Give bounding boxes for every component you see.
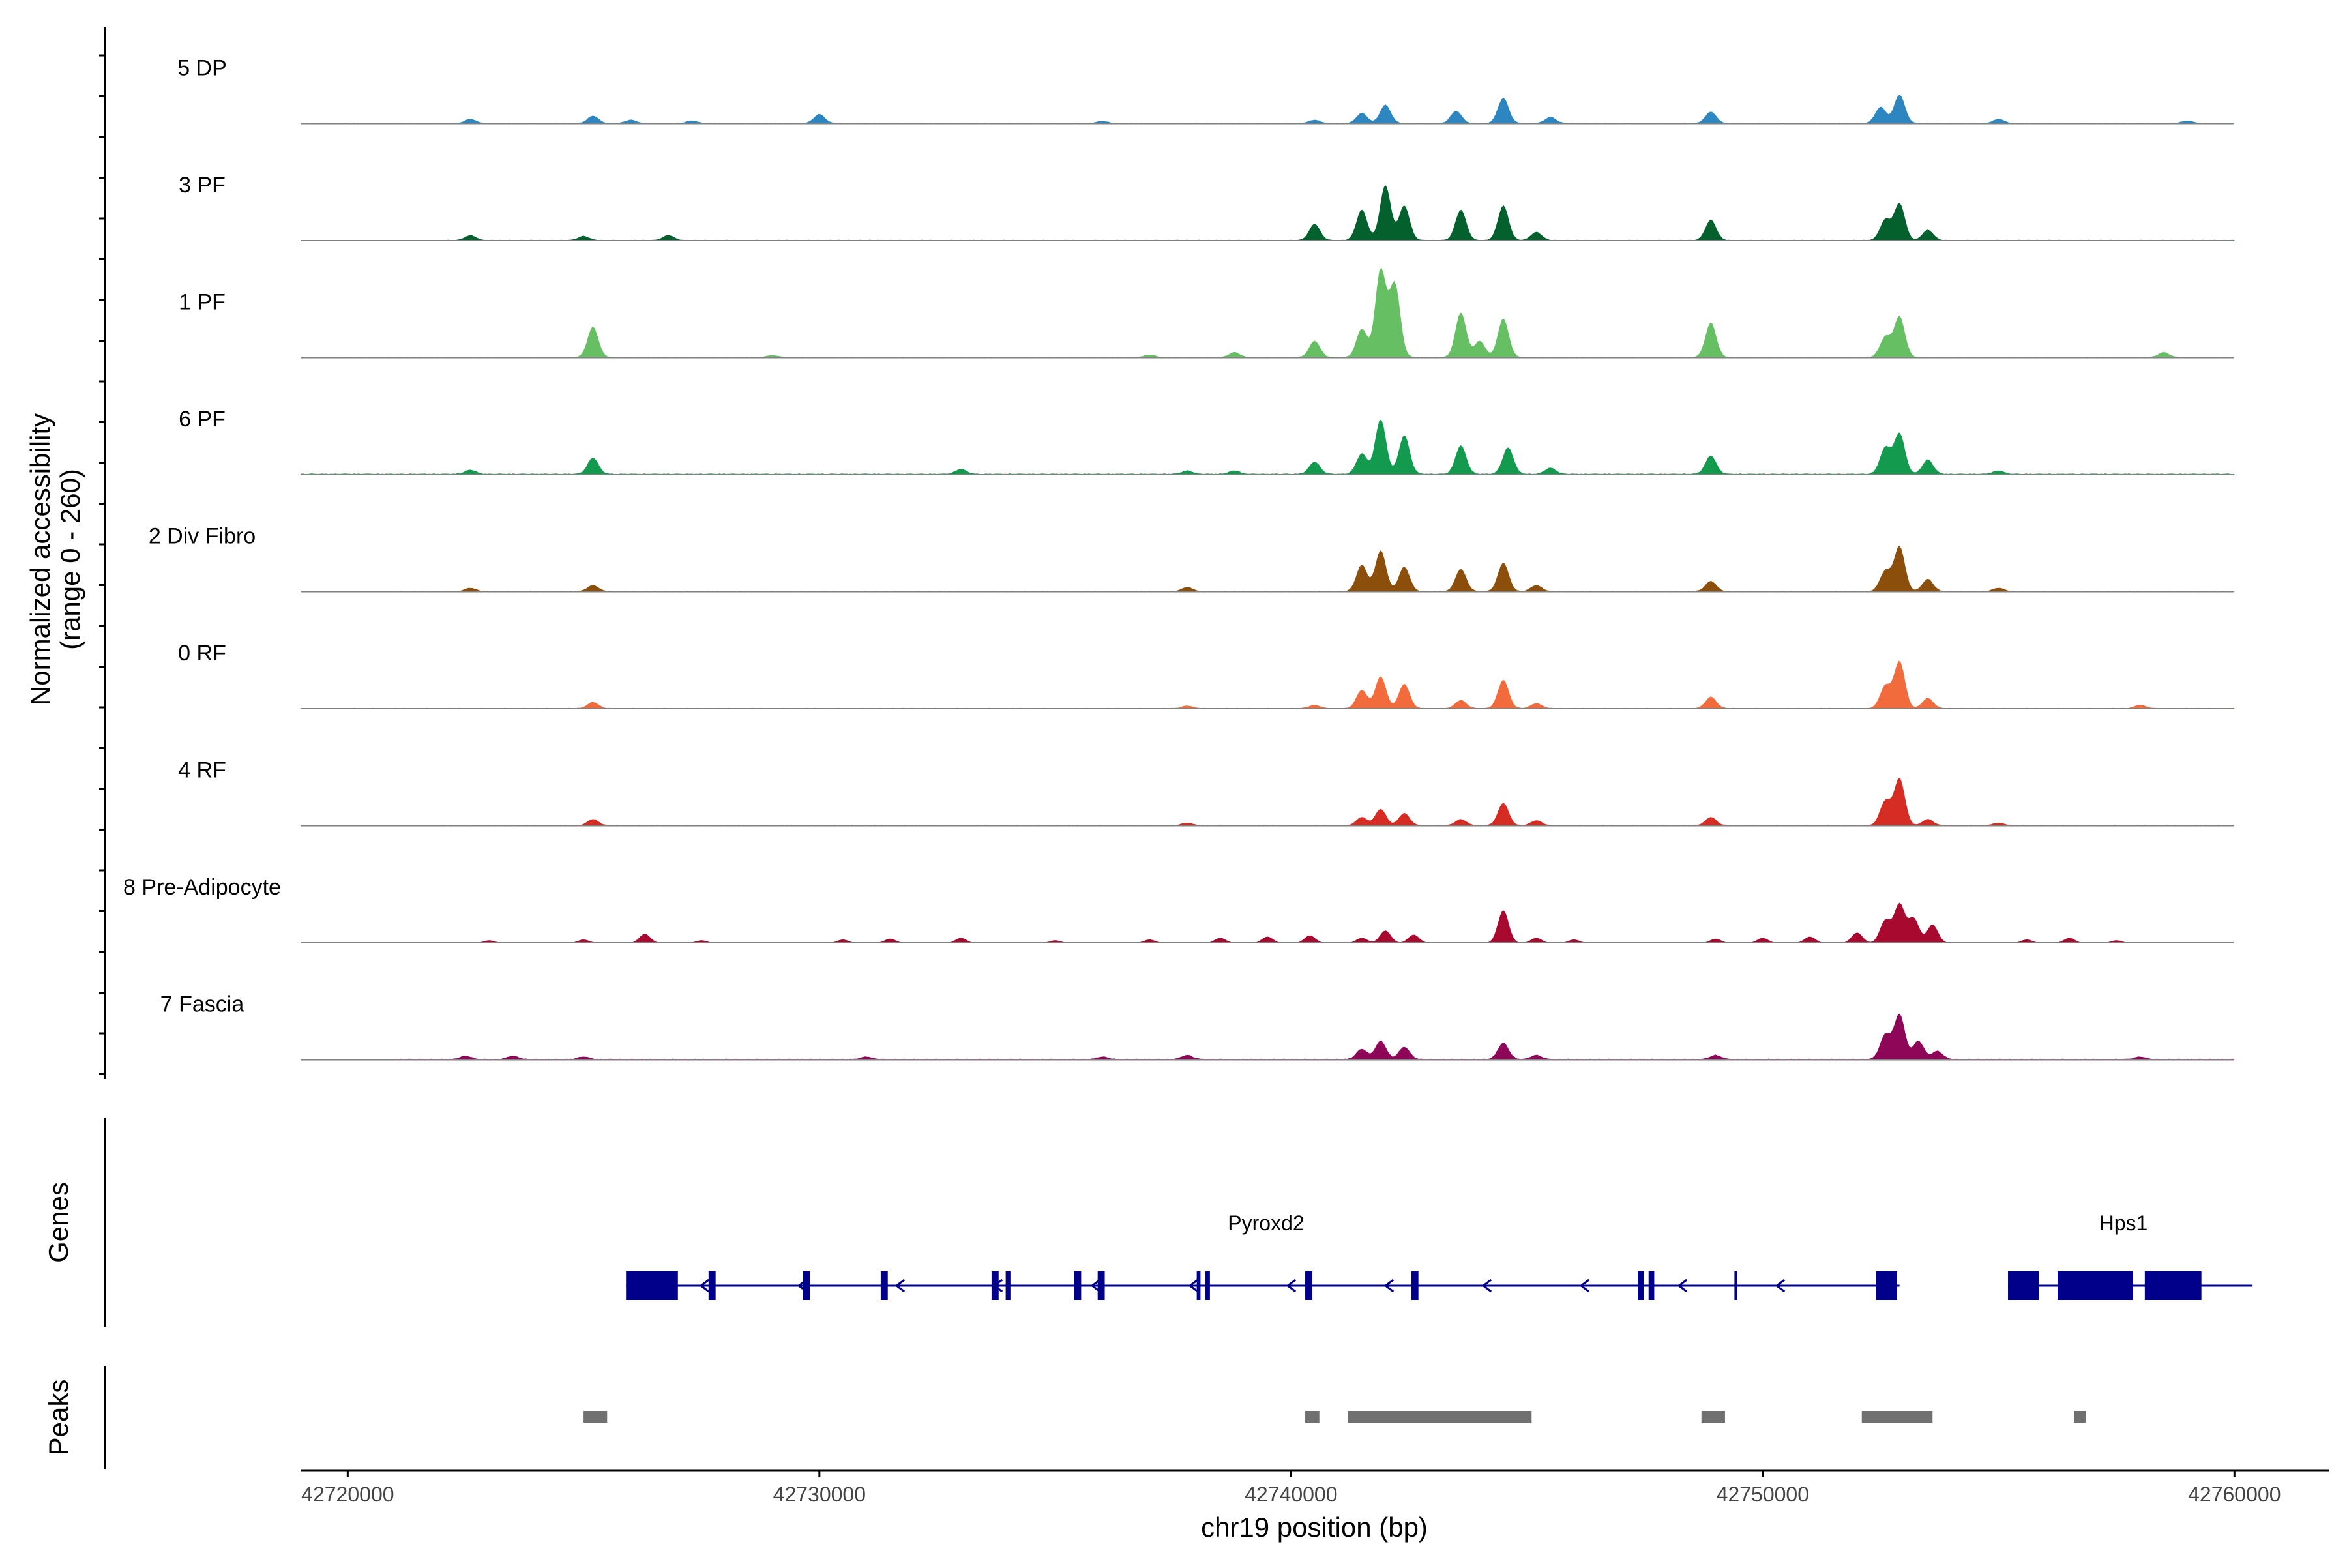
gene-exon [2144, 1271, 2202, 1300]
peak-region [1348, 1411, 1532, 1423]
x-tick-label: 42740000 [1245, 1483, 1337, 1506]
coverage-area-series [301, 419, 2235, 475]
gene-exon [1074, 1271, 1082, 1300]
gene-exon [2057, 1271, 2133, 1300]
y-axis-range-label: (range 0 - 260) [55, 469, 85, 650]
x-tick-label: 42760000 [2188, 1483, 2281, 1506]
gene-model: Pyroxd2 [626, 1211, 1900, 1300]
coverage-area-series [442, 778, 2235, 826]
gene-exon [803, 1271, 810, 1300]
coverage-track: 6 PF [179, 407, 2235, 475]
gene-exon [1734, 1271, 1737, 1300]
x-axis-ticks: 42720000 42730000 42740000 42750000 42760000 [301, 1470, 2281, 1506]
gene-exon [708, 1271, 716, 1300]
peak-region [1861, 1411, 1933, 1423]
coverage-area-series [347, 660, 2235, 709]
coverage-track: 5 DP [177, 56, 2235, 125]
track-label: 5 DP [177, 56, 227, 81]
strand-chevron [1579, 1279, 1590, 1293]
x-tick-label: 42730000 [773, 1483, 866, 1506]
strand-chevron [1188, 1279, 1199, 1293]
gene-exon [991, 1271, 999, 1300]
coverage-area-series [442, 185, 2235, 241]
strand-chevron [1286, 1279, 1297, 1293]
coverage-area-series [394, 902, 2140, 943]
strand-chevron [1481, 1279, 1492, 1293]
gene-exon [1638, 1271, 1644, 1300]
x-tick-label: 42750000 [1717, 1483, 1809, 1506]
track-label: 3 PF [179, 173, 226, 198]
coverage-y-ticks [99, 54, 105, 1075]
track-label: 2 Div Fibro [149, 524, 256, 549]
coverage-track: 3 PF [179, 173, 2235, 241]
peak-region [583, 1411, 608, 1423]
coverage-tracks: 5 DP 3 PF 1 PF 6 PF 2 Div Fibro 0 RF 4 RF 8 Pre… [123, 56, 2235, 1061]
coverage-track: 1 PF [179, 267, 2235, 359]
gene-model: Hps1 [2008, 1211, 2253, 1300]
track-label: 1 PF [179, 290, 226, 315]
coverage-track: 4 RF [178, 758, 2235, 827]
gene-annotation-track: Pyroxd2 Hps1 [626, 1211, 2253, 1300]
gene-exon [1196, 1271, 1201, 1300]
peaks-track [583, 1411, 2086, 1423]
peaks-panel-title: Peaks [43, 1380, 74, 1456]
coverage-area-series [301, 95, 2235, 124]
gene-label: Pyroxd2 [1228, 1211, 1304, 1235]
peak-region [1305, 1411, 1320, 1423]
strand-chevron [1383, 1279, 1395, 1293]
gene-exon [1411, 1271, 1419, 1300]
gene-exon [1648, 1271, 1655, 1300]
strand-chevron [1677, 1279, 1688, 1293]
track-label: 8 Pre-Adipocyte [123, 875, 281, 900]
gene-exon [626, 1271, 678, 1300]
gene-label: Hps1 [2099, 1211, 2148, 1235]
gene-exon [1205, 1271, 1210, 1300]
coverage-area-series [394, 545, 2235, 592]
x-tick-label: 42720000 [301, 1483, 394, 1506]
genes-panel-title: Genes [43, 1182, 74, 1263]
gene-exon [1305, 1271, 1312, 1300]
track-label: 0 RF [178, 641, 226, 666]
gene-exon [1005, 1271, 1011, 1300]
coverage-track: 7 Fascia [160, 992, 2235, 1061]
y-axis-title: Normalized accessibility [25, 413, 55, 705]
x-axis-title: chr19 position (bp) [1201, 1512, 1428, 1543]
track-label: 4 RF [178, 758, 226, 783]
coverage-track: 2 Div Fibro [149, 524, 2235, 593]
gene-exon [1097, 1271, 1105, 1300]
coverage-area-series [301, 267, 2235, 358]
strand-chevron [894, 1279, 906, 1293]
track-label: 6 PF [179, 407, 226, 432]
coverage-track: 0 RF [178, 641, 2235, 709]
coverage-track: 8 Pre-Adipocyte [123, 875, 2234, 943]
gene-exon [880, 1271, 888, 1300]
strand-chevron [699, 1279, 710, 1293]
peak-region [2074, 1411, 2086, 1423]
peak-region [1701, 1411, 1725, 1423]
gene-exon [1876, 1271, 1898, 1300]
strand-chevron [1775, 1279, 1786, 1293]
track-label: 7 Fascia [160, 992, 244, 1017]
strand-chevron [1090, 1279, 1101, 1293]
coverage-area-series [394, 1013, 2235, 1060]
gene-exon [2008, 1271, 2039, 1300]
